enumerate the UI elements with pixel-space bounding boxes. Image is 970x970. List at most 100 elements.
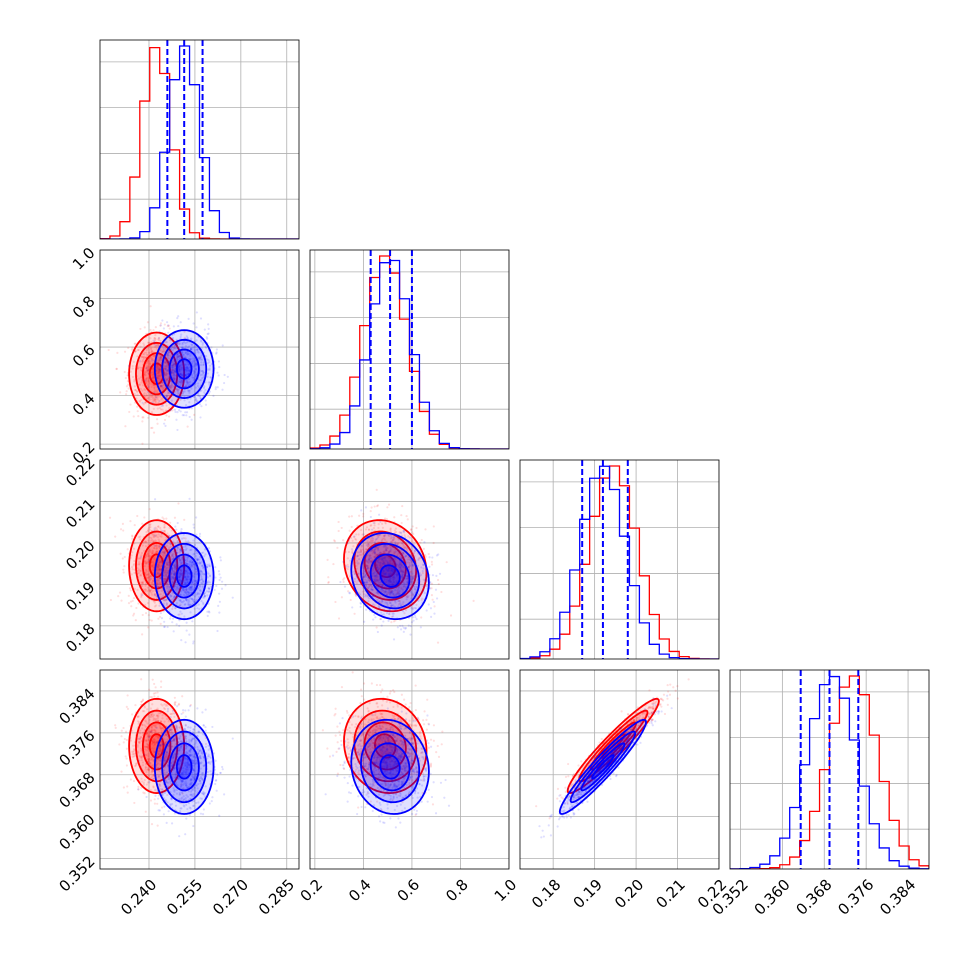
sample-point xyxy=(171,617,175,620)
sample-point xyxy=(172,564,175,567)
sample-point xyxy=(164,367,167,370)
sample-point xyxy=(158,540,161,543)
sample-point xyxy=(162,554,165,558)
sample-point xyxy=(176,388,179,391)
sample-point xyxy=(174,701,177,704)
sample-point xyxy=(167,380,171,383)
sample-point xyxy=(389,534,393,537)
sample-point xyxy=(182,589,186,592)
sample-point xyxy=(144,763,148,766)
sample-point xyxy=(136,367,140,370)
density-contour xyxy=(148,553,165,579)
sample-point xyxy=(158,370,162,373)
sample-point xyxy=(119,391,122,394)
sample-point xyxy=(376,566,379,569)
sample-point xyxy=(404,626,407,629)
sample-point xyxy=(163,571,166,574)
sample-point xyxy=(391,558,394,561)
sample-point xyxy=(194,579,197,582)
sample-point xyxy=(149,589,153,592)
sample-point xyxy=(400,575,403,578)
scatter-panel-1-2 xyxy=(310,460,509,659)
density-fill xyxy=(162,339,207,399)
sample-point xyxy=(163,571,167,574)
sample-point xyxy=(181,343,184,346)
sample-point xyxy=(198,394,201,397)
sample-point xyxy=(134,762,137,765)
sample-point xyxy=(152,552,155,555)
sample-point xyxy=(351,539,354,542)
density-fill xyxy=(162,543,207,609)
sample-point xyxy=(377,526,380,530)
sample-point xyxy=(366,560,370,564)
sample-point xyxy=(174,410,177,413)
sample-point xyxy=(383,572,386,576)
sample-point xyxy=(425,575,428,578)
sample-point xyxy=(144,346,147,349)
sample-point xyxy=(388,578,391,582)
sample-point xyxy=(191,561,194,564)
sample-point xyxy=(376,630,379,634)
sample-point xyxy=(146,369,150,372)
sample-point xyxy=(385,580,388,583)
sample-point xyxy=(182,550,185,553)
sample-point xyxy=(365,574,368,577)
sample-point xyxy=(163,551,166,554)
sample-point xyxy=(363,580,366,583)
sample-point xyxy=(147,561,150,564)
sample-point xyxy=(203,594,207,598)
sample-point xyxy=(347,590,350,593)
sample-point xyxy=(215,348,218,351)
sample-point xyxy=(142,356,145,359)
sample-point xyxy=(181,556,184,559)
sample-point xyxy=(165,340,168,344)
sample-point xyxy=(190,561,194,564)
sample-point xyxy=(412,575,415,578)
sample-point xyxy=(173,570,176,573)
sample-point xyxy=(367,576,370,580)
sample-point xyxy=(389,575,392,578)
sample-point xyxy=(139,345,142,348)
sample-point xyxy=(362,515,365,518)
sample-point xyxy=(178,357,181,360)
sample-point xyxy=(364,565,367,568)
sample-point xyxy=(146,573,149,576)
sample-point xyxy=(152,759,155,762)
sample-point xyxy=(179,568,182,571)
sample-point xyxy=(137,602,140,605)
sample-point xyxy=(220,580,224,583)
sample-point xyxy=(147,341,150,344)
sample-point xyxy=(365,564,369,568)
sample-point xyxy=(159,324,162,327)
sample-point xyxy=(200,564,204,567)
sample-point xyxy=(178,392,181,395)
sample-point xyxy=(187,389,190,392)
sample-point xyxy=(108,516,112,519)
sample-point xyxy=(403,612,406,615)
sample-point xyxy=(157,567,160,570)
sample-point xyxy=(389,577,392,580)
sample-point xyxy=(397,603,401,606)
sample-point xyxy=(148,688,151,691)
sample-point xyxy=(150,713,153,716)
sample-point xyxy=(388,591,392,594)
sample-point xyxy=(400,569,403,572)
sample-point xyxy=(184,582,187,585)
sample-point xyxy=(368,583,371,586)
sample-point xyxy=(175,358,179,361)
sample-point xyxy=(402,626,405,629)
sample-point xyxy=(351,606,354,609)
sample-point xyxy=(157,336,161,340)
sample-point xyxy=(153,391,156,394)
sample-point xyxy=(145,732,148,735)
sample-point xyxy=(159,526,162,530)
sample-point xyxy=(143,388,146,391)
sample-point xyxy=(158,546,161,549)
sample-point xyxy=(393,516,396,519)
sample-point xyxy=(144,545,148,548)
sample-point xyxy=(184,569,187,572)
sample-point xyxy=(422,585,425,588)
histogram-panel-1 xyxy=(310,250,509,449)
sample-point xyxy=(368,556,371,559)
sample-point xyxy=(382,551,386,554)
